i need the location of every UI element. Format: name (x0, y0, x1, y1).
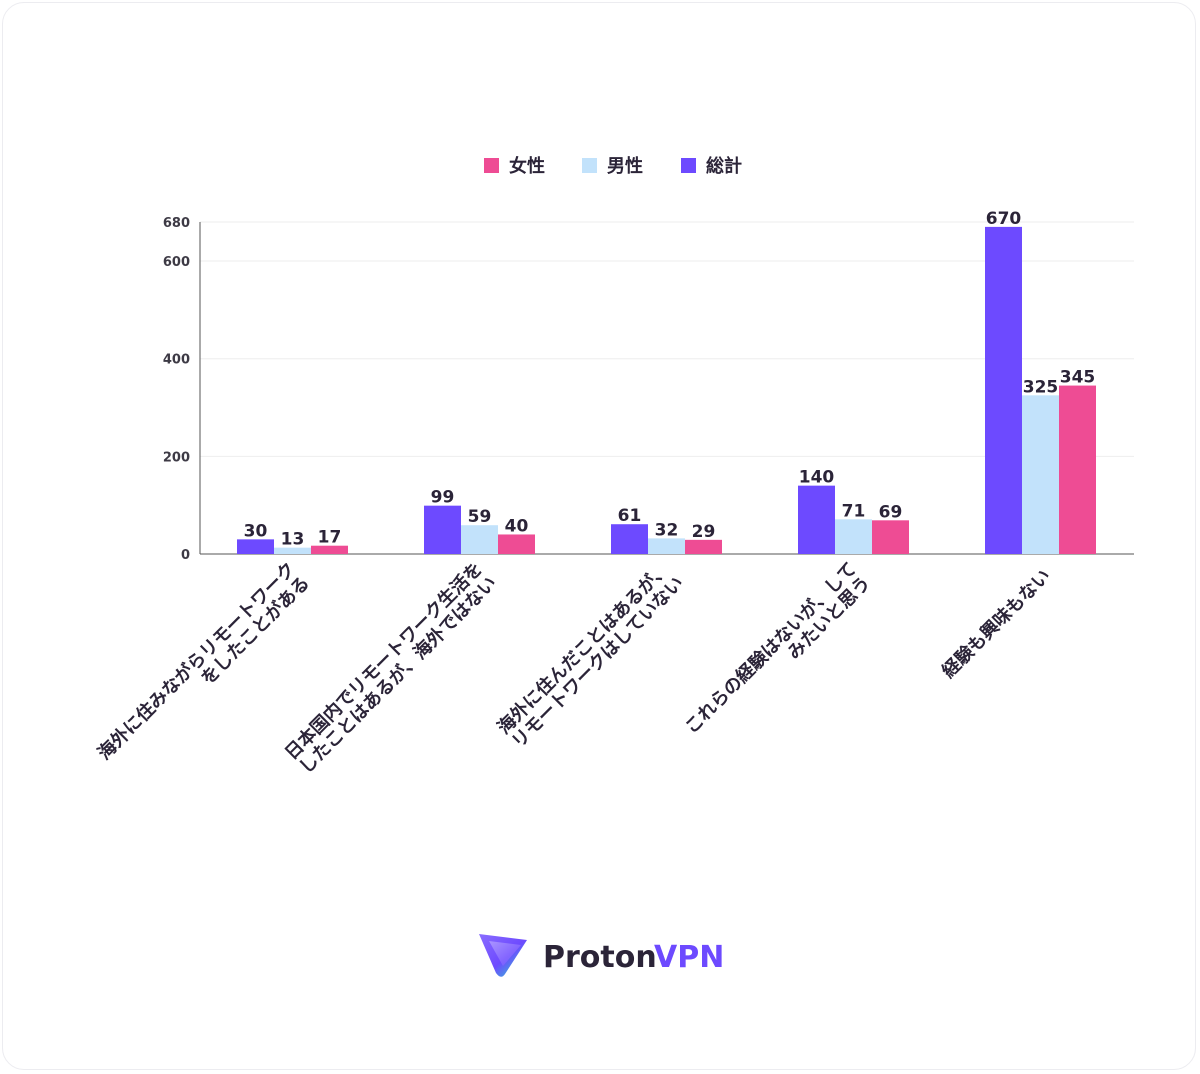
y-tick-label: 0 (181, 548, 190, 563)
category-label-line: リモートワークはしていない (508, 573, 688, 753)
data-label: 99 (431, 488, 455, 508)
data-label: 59 (468, 507, 492, 527)
proton-vpn-triangle-icon (479, 934, 527, 977)
bar-男性-4 (1022, 395, 1059, 554)
bar-男性-0 (274, 547, 311, 554)
bar-女性-4 (1059, 385, 1096, 554)
bar-総計-0 (237, 539, 274, 554)
legend-label: 総計 (706, 155, 742, 177)
bar-男性-3 (835, 519, 872, 554)
y-tick-label: 200 (163, 450, 190, 465)
brand-logo: Proton VPN (479, 934, 724, 977)
legend-swatch-女性 (484, 158, 499, 173)
bar-男性-2 (648, 538, 685, 554)
category-label-line: 海外に住んだことはあるが、 (493, 558, 674, 739)
category-label-2: 海外に住んだことはあるが、リモートワークはしていない (493, 558, 688, 753)
bar-女性-3 (872, 520, 909, 554)
data-label: 670 (986, 209, 1022, 229)
brand-name-vpn: VPN (654, 940, 724, 975)
bars (237, 226, 1096, 554)
y-tick-label: 400 (163, 353, 190, 368)
data-label: 30 (244, 521, 268, 541)
data-label: 71 (842, 501, 866, 521)
bar-総計-3 (798, 485, 835, 554)
legend: 女性 男性 総計 (484, 155, 742, 177)
bar-男性-1 (461, 525, 498, 554)
category-label-line: したことはあるが、海外ではない (295, 572, 501, 778)
legend-label: 女性 (509, 155, 545, 177)
legend-label: 男性 (607, 155, 643, 177)
data-label: 13 (281, 530, 305, 550)
category-label-line: これらの経験はないが、して (680, 558, 860, 738)
grid-lines (200, 221, 1134, 457)
category-label-4: 経験も興味もない (937, 565, 1054, 682)
axes: 0 200 400 600 680 (163, 216, 1134, 563)
category-labels: 海外に住みながらリモートワークをしたことがある日本国内でリモートワーク生活をした… (93, 558, 1055, 778)
data-label: 325 (1023, 377, 1059, 397)
data-label: 140 (799, 468, 835, 488)
category-label-line: 海外に住みながらリモートワーク (93, 558, 299, 764)
legend-swatch-男性 (582, 158, 597, 173)
data-label: 29 (692, 522, 716, 542)
y-tick-label: 600 (163, 255, 190, 270)
bar-女性-2 (685, 539, 722, 554)
bar-総計-1 (424, 505, 461, 554)
category-label-line: 経験も興味もない (937, 565, 1054, 682)
data-labels: 30 99 61 140 670 13 59 32 71 325 17 40 29 69 345 (244, 209, 1096, 550)
bar-総計-2 (611, 524, 648, 554)
data-label: 32 (655, 520, 679, 540)
data-label: 17 (318, 528, 342, 548)
bar-女性-1 (498, 534, 535, 554)
bar-総計-4 (985, 226, 1022, 554)
y-tick-label: 680 (163, 216, 190, 231)
data-label: 61 (618, 506, 642, 526)
data-label: 345 (1060, 368, 1096, 388)
data-label: 40 (505, 516, 529, 536)
data-label: 69 (879, 502, 903, 522)
bar-女性-0 (311, 545, 348, 554)
brand-name-proton: Proton (543, 940, 657, 975)
legend-swatch-総計 (681, 158, 696, 173)
